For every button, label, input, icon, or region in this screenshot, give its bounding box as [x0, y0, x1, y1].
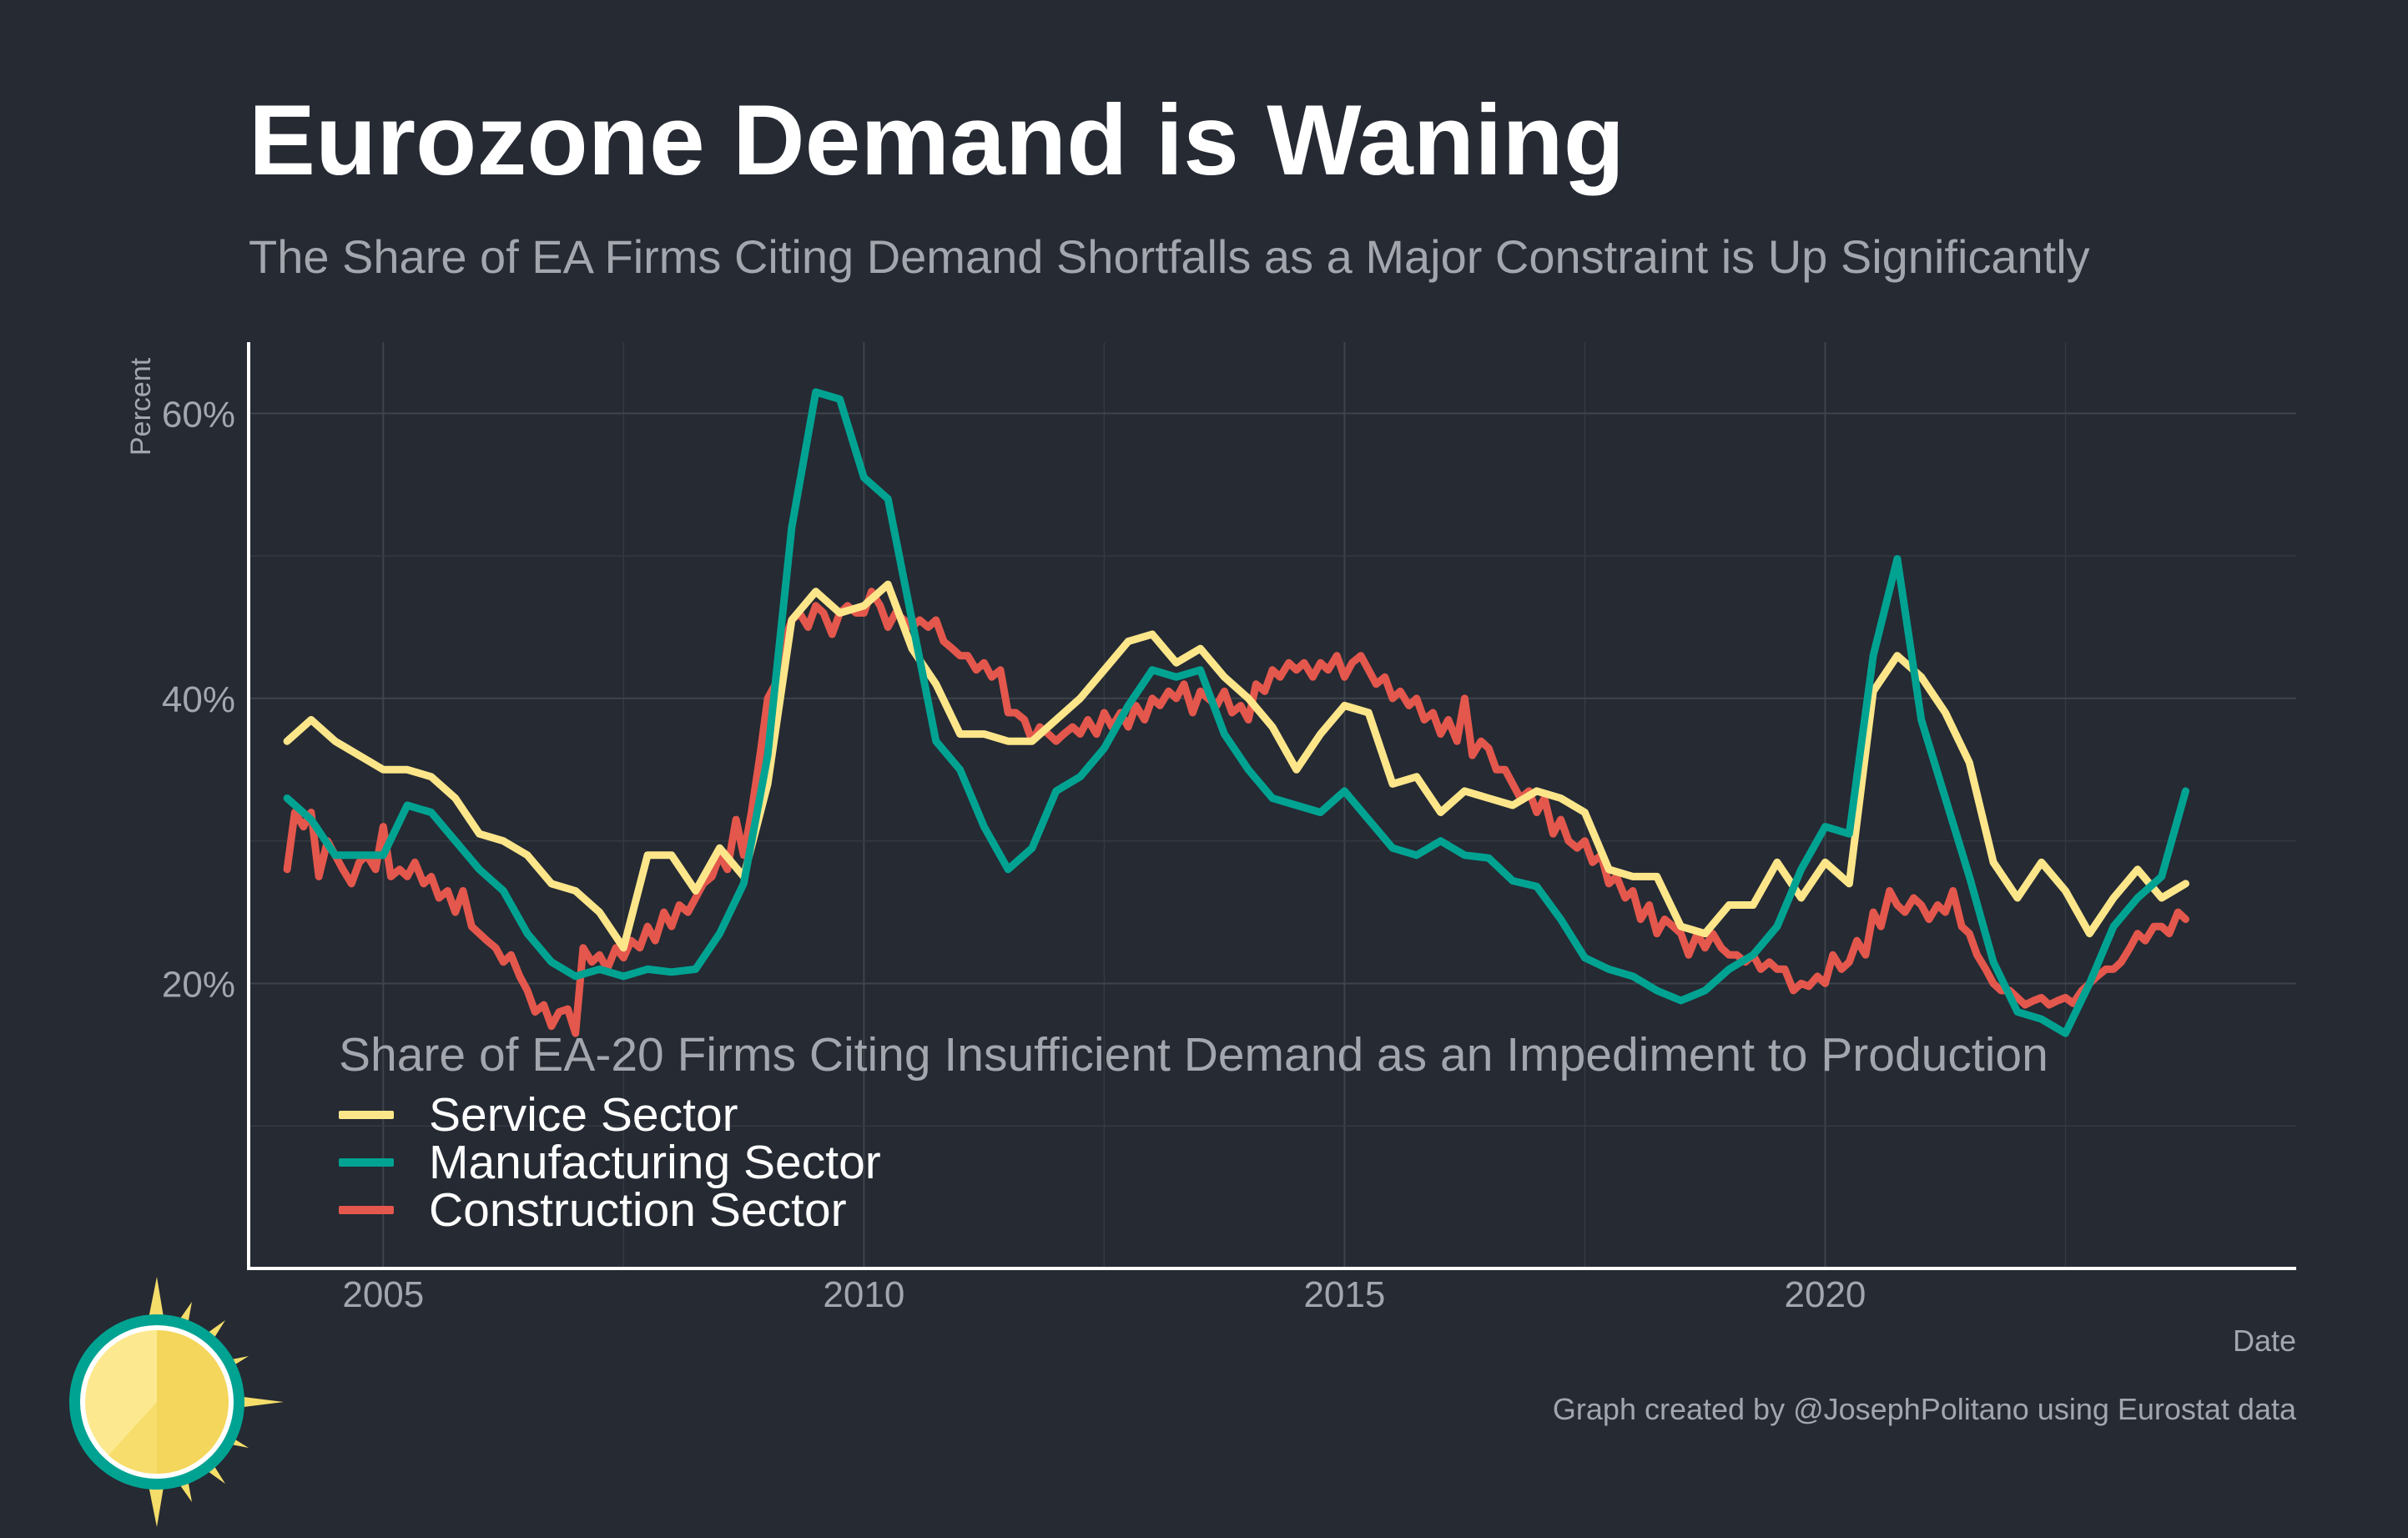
sun-logo-icon [69, 1277, 284, 1527]
legend-item-service: Service Sector [339, 1088, 2048, 1142]
x-tick-label: 2005 [342, 1274, 424, 1315]
series-line-service-sector [283, 580, 2189, 952]
legend-label-construction: Construction Sector [429, 1182, 847, 1237]
series-line-construction-sector [283, 587, 2189, 1037]
x-tick-label: 2010 [823, 1274, 904, 1315]
legend-swatch-construction [339, 1205, 394, 1214]
y-axis-label: Percent [125, 357, 157, 456]
x-tick-label: 2020 [1785, 1274, 1866, 1315]
chart-title: Eurozone Demand is Waning [249, 84, 1625, 196]
axes [247, 342, 2296, 1270]
x-tick-label: 2015 [1303, 1274, 1385, 1315]
tick-labels: 20% 40% 60% 2005 2010 2015 2020 [162, 394, 1866, 1315]
chart-subtitle: The Share of EA Firms Citing Demand Shor… [249, 230, 2090, 283]
legend-label-manufacturing: Manufacturing Sector [429, 1135, 881, 1189]
series-line-manufacturing-sector [283, 388, 2189, 1037]
y-tick-label: 20% [162, 964, 235, 1005]
legend-swatch-service [339, 1110, 394, 1119]
x-axis-label: Date [2232, 1324, 2296, 1358]
legend-item-construction: Construction Sector [339, 1183, 2048, 1237]
y-tick-label: 40% [162, 679, 235, 720]
series-layer [283, 388, 2189, 1037]
credit-text: Graph created by @JosephPolitano using E… [1552, 1392, 2296, 1426]
legend-label-service: Service Sector [429, 1087, 738, 1142]
legend-item-manufacturing: Manufacturing Sector [339, 1136, 2048, 1189]
legend-swatch-manufacturing [339, 1157, 394, 1167]
legend: Share of EA-20 Firms Citing Insufficient… [339, 1028, 2048, 1237]
legend-title: Share of EA-20 Firms Citing Insufficient… [339, 1028, 2048, 1082]
grid-lines [249, 342, 2296, 1268]
y-tick-label: 60% [162, 394, 235, 435]
